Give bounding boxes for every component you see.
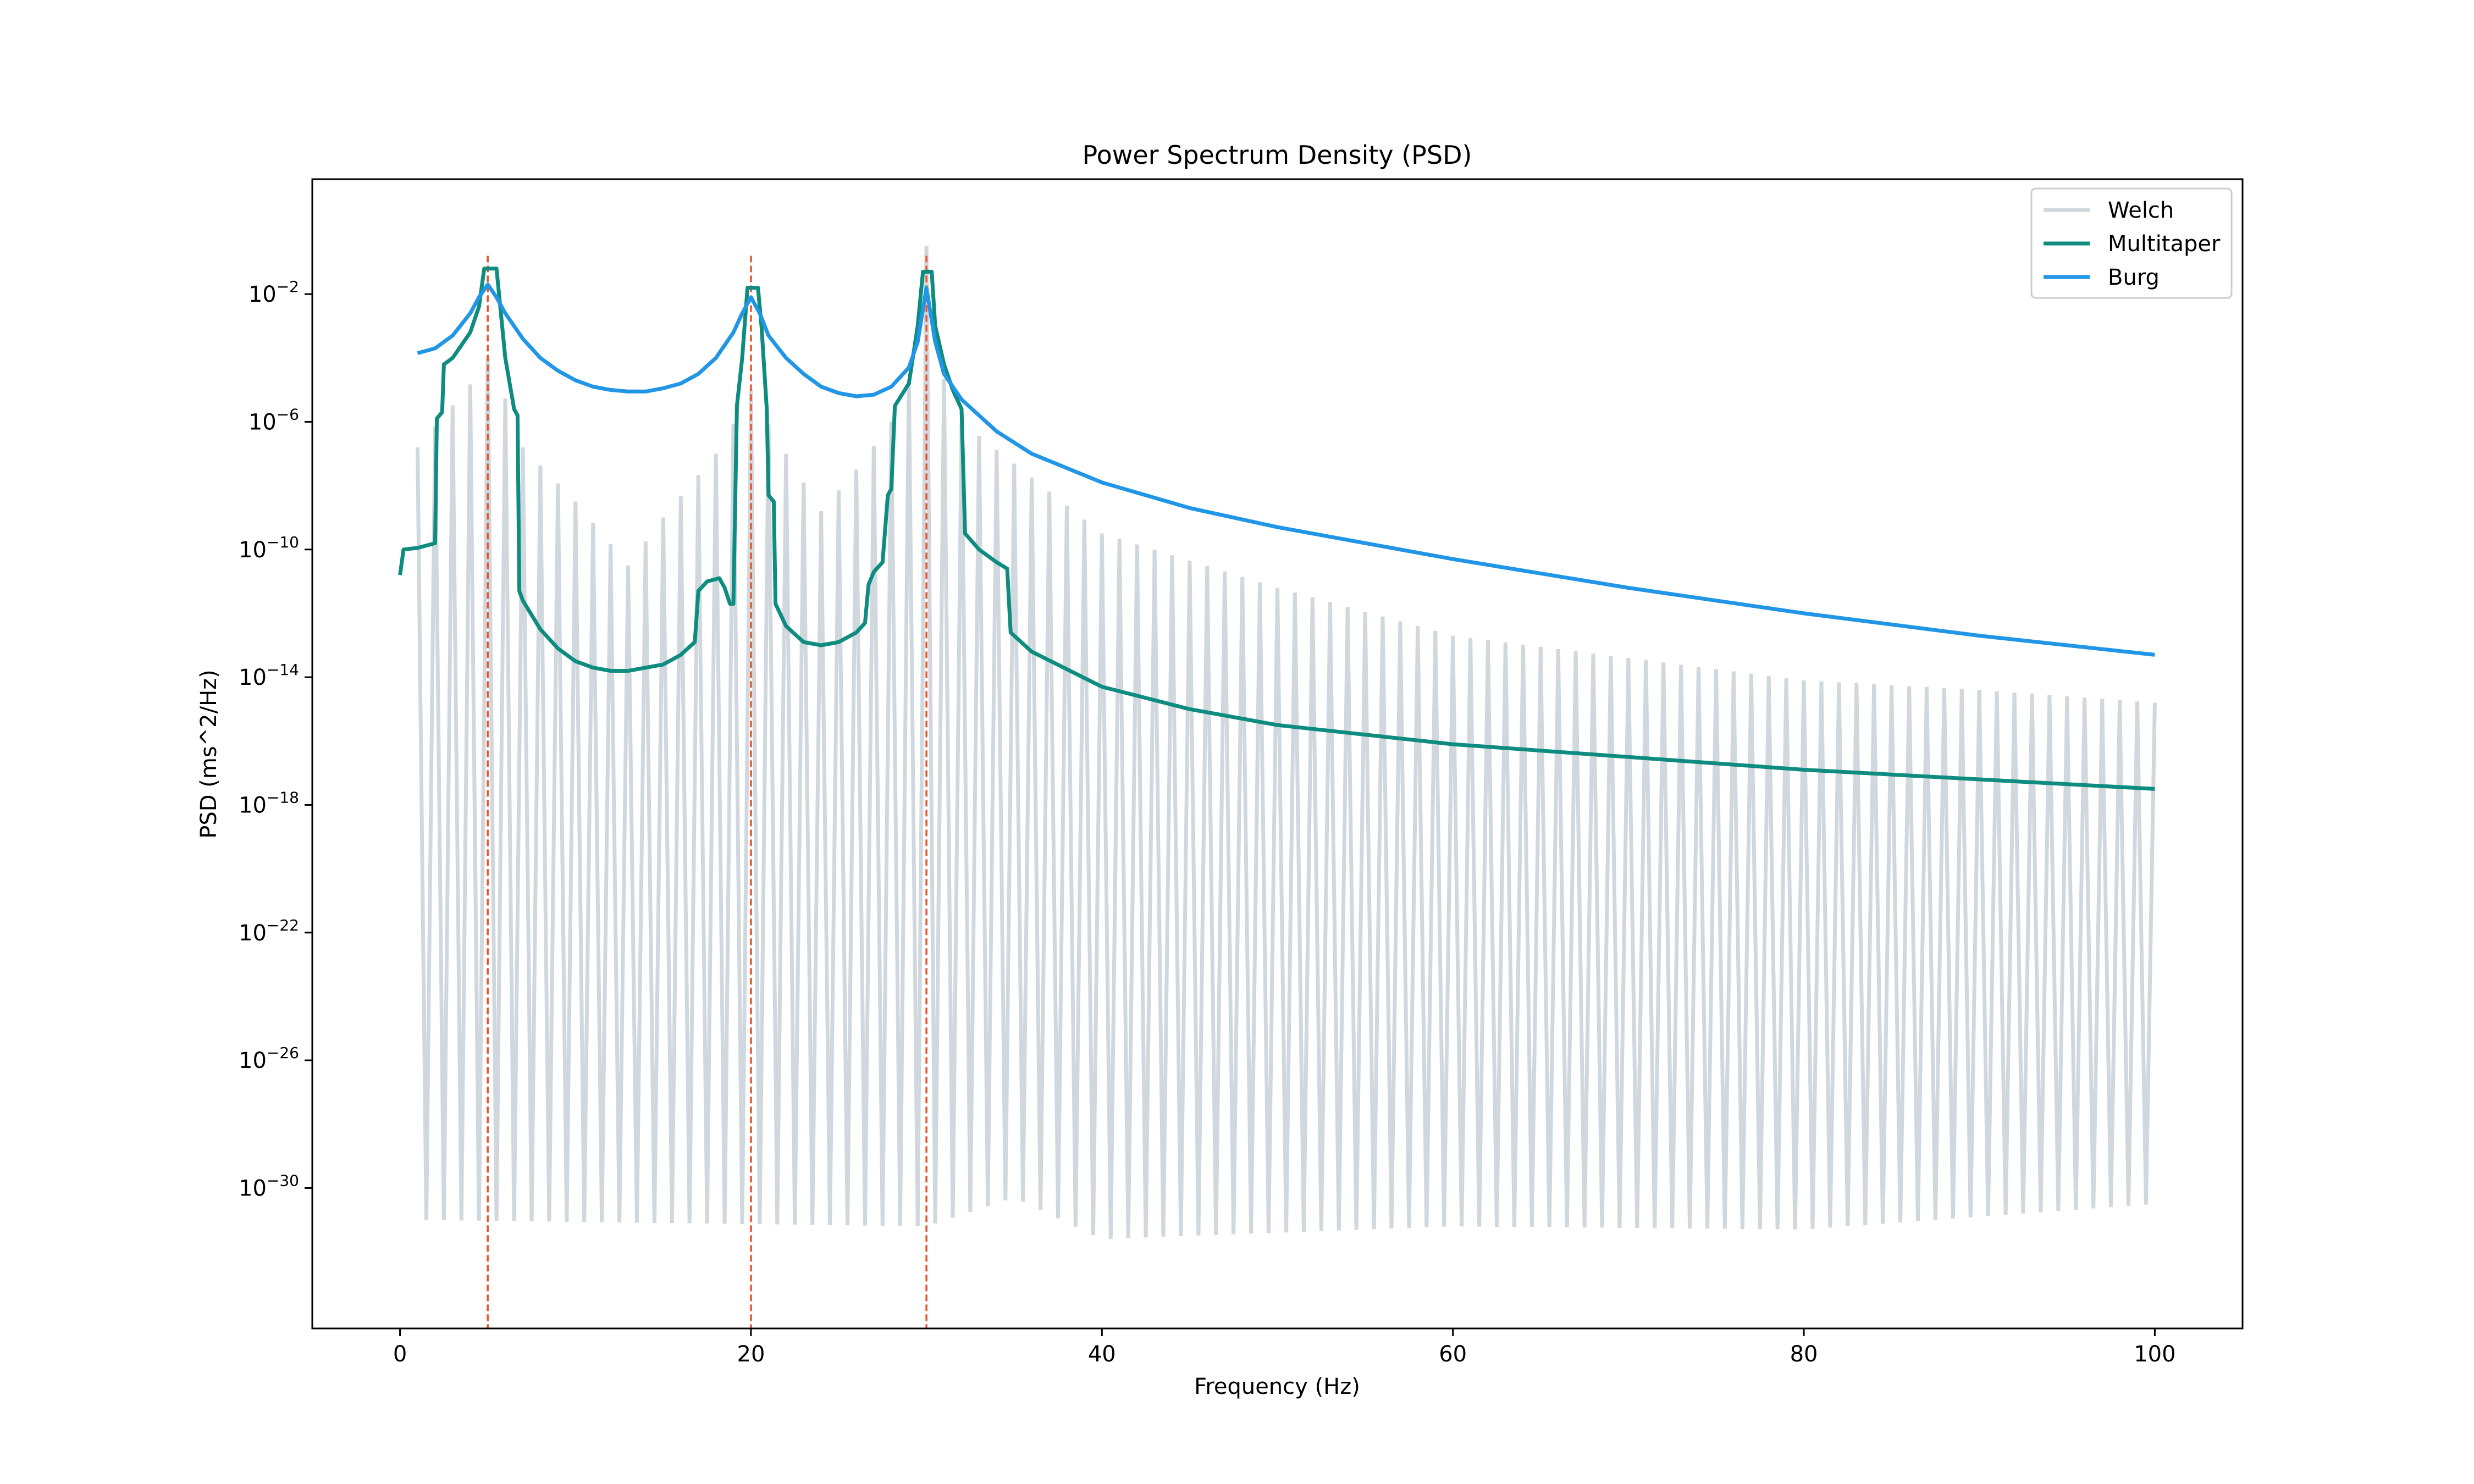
- x-axis: 0 20 40 60 80 100: [393, 1328, 2176, 1367]
- y-tick-label: 10−10: [239, 533, 299, 563]
- series-burg-line: [417, 283, 2155, 657]
- x-tick-label: 0: [393, 1342, 407, 1367]
- y-tick-label: 10−22: [239, 916, 299, 946]
- y-axis-label: PSD (ms^2/Hz): [196, 669, 222, 839]
- chart-title: Power Spectrum Density (PSD): [1083, 140, 1472, 170]
- legend-box: [2030, 187, 2233, 299]
- legend-label-burg: Burg: [2108, 265, 2160, 290]
- legend-label-welch: Welch: [2108, 198, 2174, 223]
- x-tick-label: 100: [2134, 1342, 2175, 1367]
- x-tick-label: 60: [1439, 1342, 1467, 1367]
- y-tick-label: 10−26: [239, 1044, 299, 1073]
- y-axis: 10−2 10−6 10−10 10−14 10−18 10−22 10−26 10−30: [239, 278, 312, 1201]
- plot-area: [398, 246, 2157, 1328]
- y-tick-label: 10−30: [239, 1171, 299, 1201]
- legend: Welch Multitaper Burg: [2030, 187, 2233, 299]
- series-welch-line: [416, 246, 2157, 1239]
- legend-label-multitaper: Multitaper: [2108, 231, 2221, 257]
- y-tick-label: 10−18: [239, 788, 299, 818]
- x-tick-label: 80: [1790, 1342, 1818, 1367]
- y-tick-label: 10−6: [248, 405, 299, 435]
- y-tick-label: 10−14: [239, 661, 299, 690]
- x-axis-label: Frequency (Hz): [1194, 1374, 1360, 1399]
- x-tick-label: 20: [737, 1342, 765, 1367]
- x-tick-label: 40: [1088, 1342, 1116, 1367]
- series-multitaper-line: [398, 267, 2155, 791]
- y-tick-label: 10−2: [248, 278, 299, 307]
- axes-frame: [311, 178, 2244, 1330]
